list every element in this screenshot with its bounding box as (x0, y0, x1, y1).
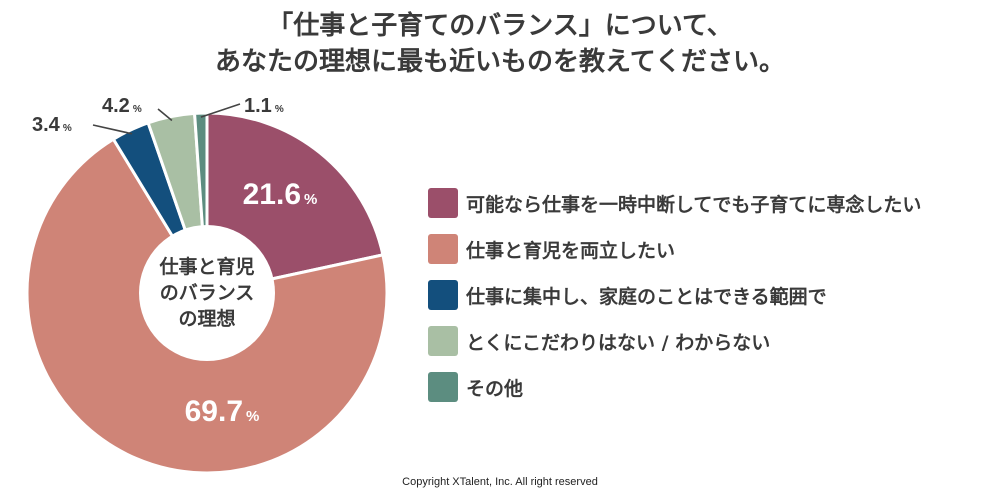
center-label: 仕事と育児のバランスの理想 (158, 255, 254, 330)
data-label-value: 3.4 (32, 114, 61, 136)
legend-label: 仕事に集中し、家庭のことはできる範囲で (466, 285, 827, 308)
data-label-unit: % (275, 104, 284, 115)
legend-item: その他 (428, 372, 998, 402)
copyright-text: Copyright XTalent, Inc. All right reserv… (402, 476, 598, 488)
data-label-unit: % (246, 408, 259, 425)
legend-swatch (428, 234, 458, 264)
legend-label: とくにこだわりはない / わからない (466, 331, 771, 354)
legend-item: とくにこだわりはない / わからない (428, 326, 998, 356)
data-label-value: 69.7 (185, 395, 243, 428)
legend-item: 仕事に集中し、家庭のことはできる範囲で (428, 280, 998, 310)
legend-item: 仕事と育児を両立したい (428, 234, 998, 264)
data-label: 1.1% (244, 95, 284, 117)
leader-line (157, 108, 173, 122)
center-label-line: のバランス (160, 282, 255, 304)
center-label-line: 仕事と育児 (158, 255, 254, 278)
data-label-value: 21.6 (243, 178, 301, 211)
data-label-value: 4.2 (102, 95, 130, 117)
data-label: 21.6% (243, 178, 318, 211)
data-label: 69.7% (185, 395, 260, 428)
legend-item: 可能なら仕事を一時中断してでも子育てに専念したい (428, 188, 998, 218)
data-label-unit: % (304, 191, 317, 208)
legend-swatch (428, 372, 458, 402)
legend-label: 可能なら仕事を一時中断してでも子育てに専念したい (466, 193, 922, 216)
data-label-value: 1.1 (244, 95, 272, 117)
legend: 可能なら仕事を一時中断してでも子育てに専念したい 仕事と育児を両立したい 仕事に… (428, 188, 998, 418)
data-label-unit: % (63, 123, 72, 134)
legend-swatch (428, 326, 458, 356)
data-label-unit: % (133, 104, 142, 115)
chart-title-line-1: 「仕事と子育てのバランス」について、 (267, 11, 733, 41)
data-label: 3.4% (32, 114, 72, 136)
leader-line (92, 124, 133, 135)
legend-label: 仕事と育児を両立したい (466, 239, 676, 262)
donut-hole (139, 225, 275, 361)
center-label-line: の理想 (178, 307, 235, 330)
data-label: 4.2% (102, 95, 142, 117)
legend-label: その他 (466, 377, 524, 400)
leader-line (200, 103, 241, 118)
legend-swatch (428, 280, 458, 310)
legend-swatch (428, 188, 458, 218)
chart-title-line-2: あなたの理想に最も近いものを教えてください。 (215, 47, 785, 77)
chart-title: 「仕事と子育てのバランス」について、 あなたの理想に最も近いものを教えてください… (0, 8, 1000, 80)
